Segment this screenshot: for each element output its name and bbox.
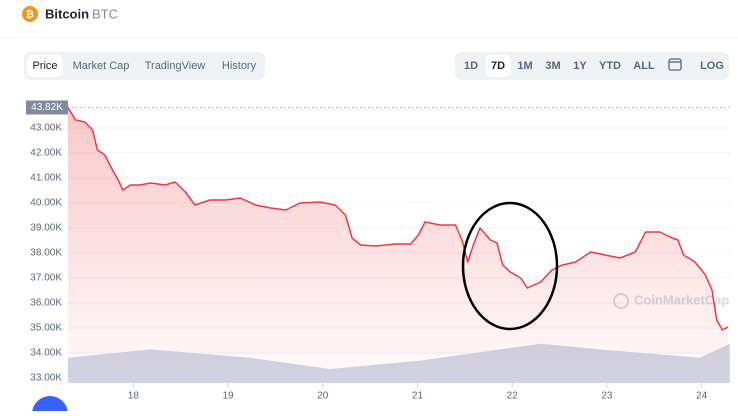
x-tick-label: 21	[412, 391, 424, 402]
current-price-badge	[26, 100, 68, 115]
x-tick-label: 20	[317, 391, 329, 402]
range-button[interactable]: 1Y	[573, 60, 587, 72]
y-tick-label: 35.00K	[30, 323, 62, 334]
tab[interactable]: TradingView	[145, 60, 206, 72]
annotation-circle	[461, 201, 559, 331]
x-tick-label: 22	[507, 391, 519, 402]
x-tick-label: 19	[222, 391, 234, 402]
btc-icon	[22, 6, 38, 22]
coin-name: Bitcoin	[45, 6, 89, 21]
price-area	[68, 107, 729, 383]
x-tick-label: 23	[601, 391, 613, 402]
chart: 33.00K 34.00K 35.00K 36.00K 37.00K 38.00K 39.0…	[26, 100, 730, 402]
range-bar	[455, 52, 729, 80]
y-tick-label: 38.00K	[30, 248, 62, 259]
y-tick-label: 37.00K	[30, 273, 62, 284]
range-button[interactable]: 1M	[517, 60, 532, 72]
tab-bar	[24, 52, 265, 80]
y-tick-label: 40.00K	[30, 198, 62, 209]
range-button[interactable]: LOG	[700, 60, 724, 72]
x-tick-label: 18	[128, 391, 140, 402]
current-price-label: 43.82K	[31, 102, 63, 113]
tab[interactable]: Price	[32, 60, 57, 72]
tab[interactable]: Market Cap	[73, 60, 130, 72]
range-active	[486, 55, 511, 77]
y-tick-label: 39.00K	[30, 223, 62, 234]
range-button[interactable]: 7D	[491, 60, 505, 72]
x-tick-label: 24	[696, 391, 708, 402]
range-button[interactable]: ALL	[633, 60, 655, 72]
coin-symbol: BTC	[92, 6, 118, 21]
y-tick-label: 36.00K	[30, 298, 62, 309]
corner-button[interactable]	[32, 396, 68, 416]
tab-active	[27, 55, 63, 77]
range-button[interactable]: 3M	[545, 60, 560, 72]
btc-glyph: ₿	[26, 9, 34, 21]
calendar-icon[interactable]	[668, 58, 682, 71]
y-tick-label: 42.00K	[30, 148, 62, 159]
y-tick-label: 34.00K	[30, 348, 62, 359]
tab[interactable]: History	[222, 60, 257, 72]
price-line	[67, 107, 729, 331]
y-tick-label: 41.00K	[30, 173, 62, 184]
y-tick-label: 43.00K	[30, 123, 62, 134]
range-button[interactable]: 1D	[464, 60, 478, 72]
y-tick-label: 33.00K	[30, 373, 62, 384]
range-button[interactable]: YTD	[599, 60, 621, 72]
